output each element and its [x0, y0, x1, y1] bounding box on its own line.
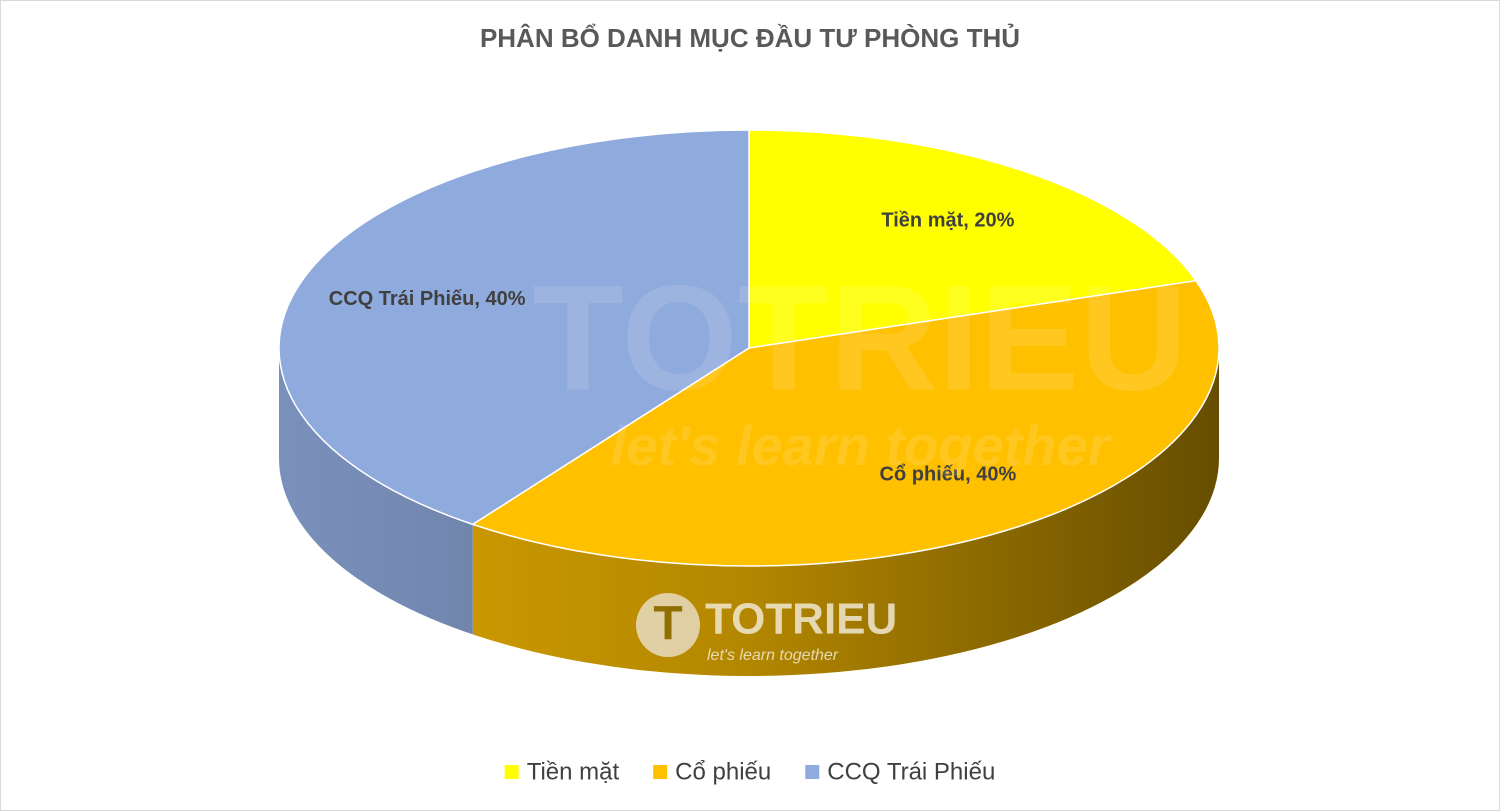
slice — [748, 129, 1198, 349]
data-label: Tiền mặt, 20% — [881, 209, 1014, 231]
legend-label: Tiền mặt — [527, 758, 620, 785]
logo-t: T — [653, 598, 682, 651]
legend-label: CCQ Trái Phiếu — [827, 758, 995, 785]
watermark: TOTRIEU let's learn together — [532, 254, 1188, 477]
slice — [278, 129, 750, 526]
logo: T TOTRIEU let's learn together — [636, 593, 897, 664]
legend-swatch — [504, 765, 519, 779]
data-label: Cổ phiếu, 40% — [880, 463, 1017, 485]
logo-brand: TOTRIEU — [705, 595, 897, 644]
logo-circle — [636, 593, 700, 657]
side-shade — [472, 348, 1219, 676]
logo-tagline: let's learn together — [707, 647, 839, 664]
chart-title: PHÂN BỔ DANH MỤC ĐẦU TƯ PHÒNG THỦ — [480, 22, 1020, 53]
side-shade — [279, 348, 473, 635]
slice — [471, 279, 1220, 567]
pie: Tiền mặt, 20% Cổ phiếu, 40% CCQ Trái Phiếu… — [278, 129, 1220, 676]
data-label: CCQ Trái Phiếu, 40% — [329, 288, 526, 310]
watermark-tagline: let's learn together — [611, 414, 1113, 477]
watermark-brand: TOTRIEU — [532, 254, 1188, 422]
legend: Tiền mặt Cổ phiếu CCQ Trái Phiếu — [504, 758, 995, 785]
legend-swatch — [805, 765, 820, 779]
legend-label: Cổ phiếu — [675, 758, 771, 785]
legend-swatch — [653, 765, 668, 779]
